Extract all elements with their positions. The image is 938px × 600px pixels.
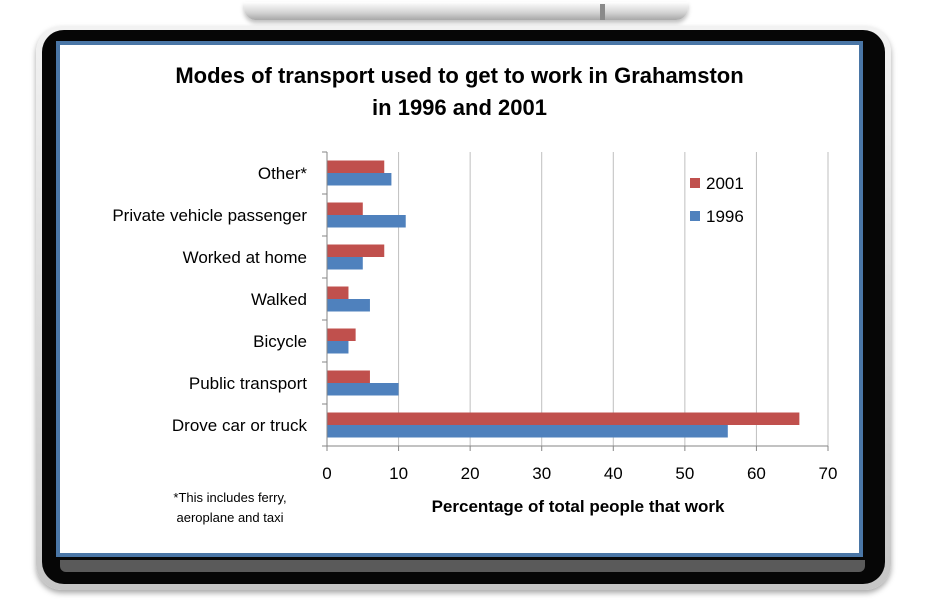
x-tick-label: 20 — [461, 464, 480, 483]
category-label: Bicycle — [253, 332, 307, 351]
bar-2001-3 — [327, 286, 349, 299]
chart-panel — [56, 41, 863, 557]
chart-title: Modes of transport used to get to work i… — [57, 60, 862, 124]
footnote-line-1: *This includes ferry, — [173, 490, 287, 505]
category-label: Walked — [251, 290, 307, 309]
bar-1996-1 — [327, 215, 406, 228]
x-tick-label: 0 — [322, 464, 331, 483]
bar-1996-5 — [327, 383, 399, 396]
pen-decoration — [244, 2, 688, 20]
x-tick-label: 40 — [604, 464, 623, 483]
x-tick-label: 70 — [819, 464, 838, 483]
bar-1996-2 — [327, 257, 363, 270]
legend-swatch-1996 — [690, 211, 700, 221]
x-tick-label: 10 — [389, 464, 408, 483]
bar-1996-0 — [327, 173, 392, 186]
bars — [327, 160, 800, 438]
chart-title-line-2: in 1996 and 2001 — [372, 95, 547, 120]
bar-2001-6 — [327, 412, 800, 425]
legend: 2001 1996 — [690, 174, 744, 226]
category-label: Public transport — [189, 374, 307, 393]
legend-label-2001: 2001 — [706, 174, 744, 193]
bar-1996-3 — [327, 299, 370, 312]
axes — [322, 151, 829, 451]
x-axis-label: Percentage of total people that work — [432, 497, 725, 516]
legend-label-1996: 1996 — [706, 207, 744, 226]
x-tick-label: 30 — [532, 464, 551, 483]
tablet-frame-shadow — [60, 560, 865, 572]
bar-2001-2 — [327, 244, 385, 257]
footnote-line-2: aeroplane and taxi — [176, 510, 284, 525]
category-label: Worked at home — [183, 248, 307, 267]
bar-2001-4 — [327, 328, 356, 341]
category-label: Other* — [258, 164, 308, 183]
bar-1996-6 — [327, 425, 728, 438]
x-tick-labels: 0 10 20 30 40 50 60 70 — [322, 464, 837, 483]
bar-2001-5 — [327, 370, 370, 383]
x-tick-label: 60 — [747, 464, 766, 483]
footnote: *This includes ferry, aeroplane and taxi — [130, 488, 330, 528]
bar-2001-0 — [327, 160, 385, 173]
bar-1996-4 — [327, 341, 349, 354]
category-labels: Other* Private vehicle passenger Worked at… — [112, 164, 307, 435]
chart-title-line-1: Modes of transport used to get to work i… — [175, 63, 744, 88]
grid-lines — [398, 152, 829, 446]
bar-2001-1 — [327, 202, 363, 215]
pen-clip-decoration — [600, 4, 605, 20]
x-tick-label: 50 — [675, 464, 694, 483]
category-label: Drove car or truck — [172, 416, 308, 435]
legend-swatch-2001 — [690, 178, 700, 188]
category-label: Private vehicle passenger — [112, 206, 307, 225]
